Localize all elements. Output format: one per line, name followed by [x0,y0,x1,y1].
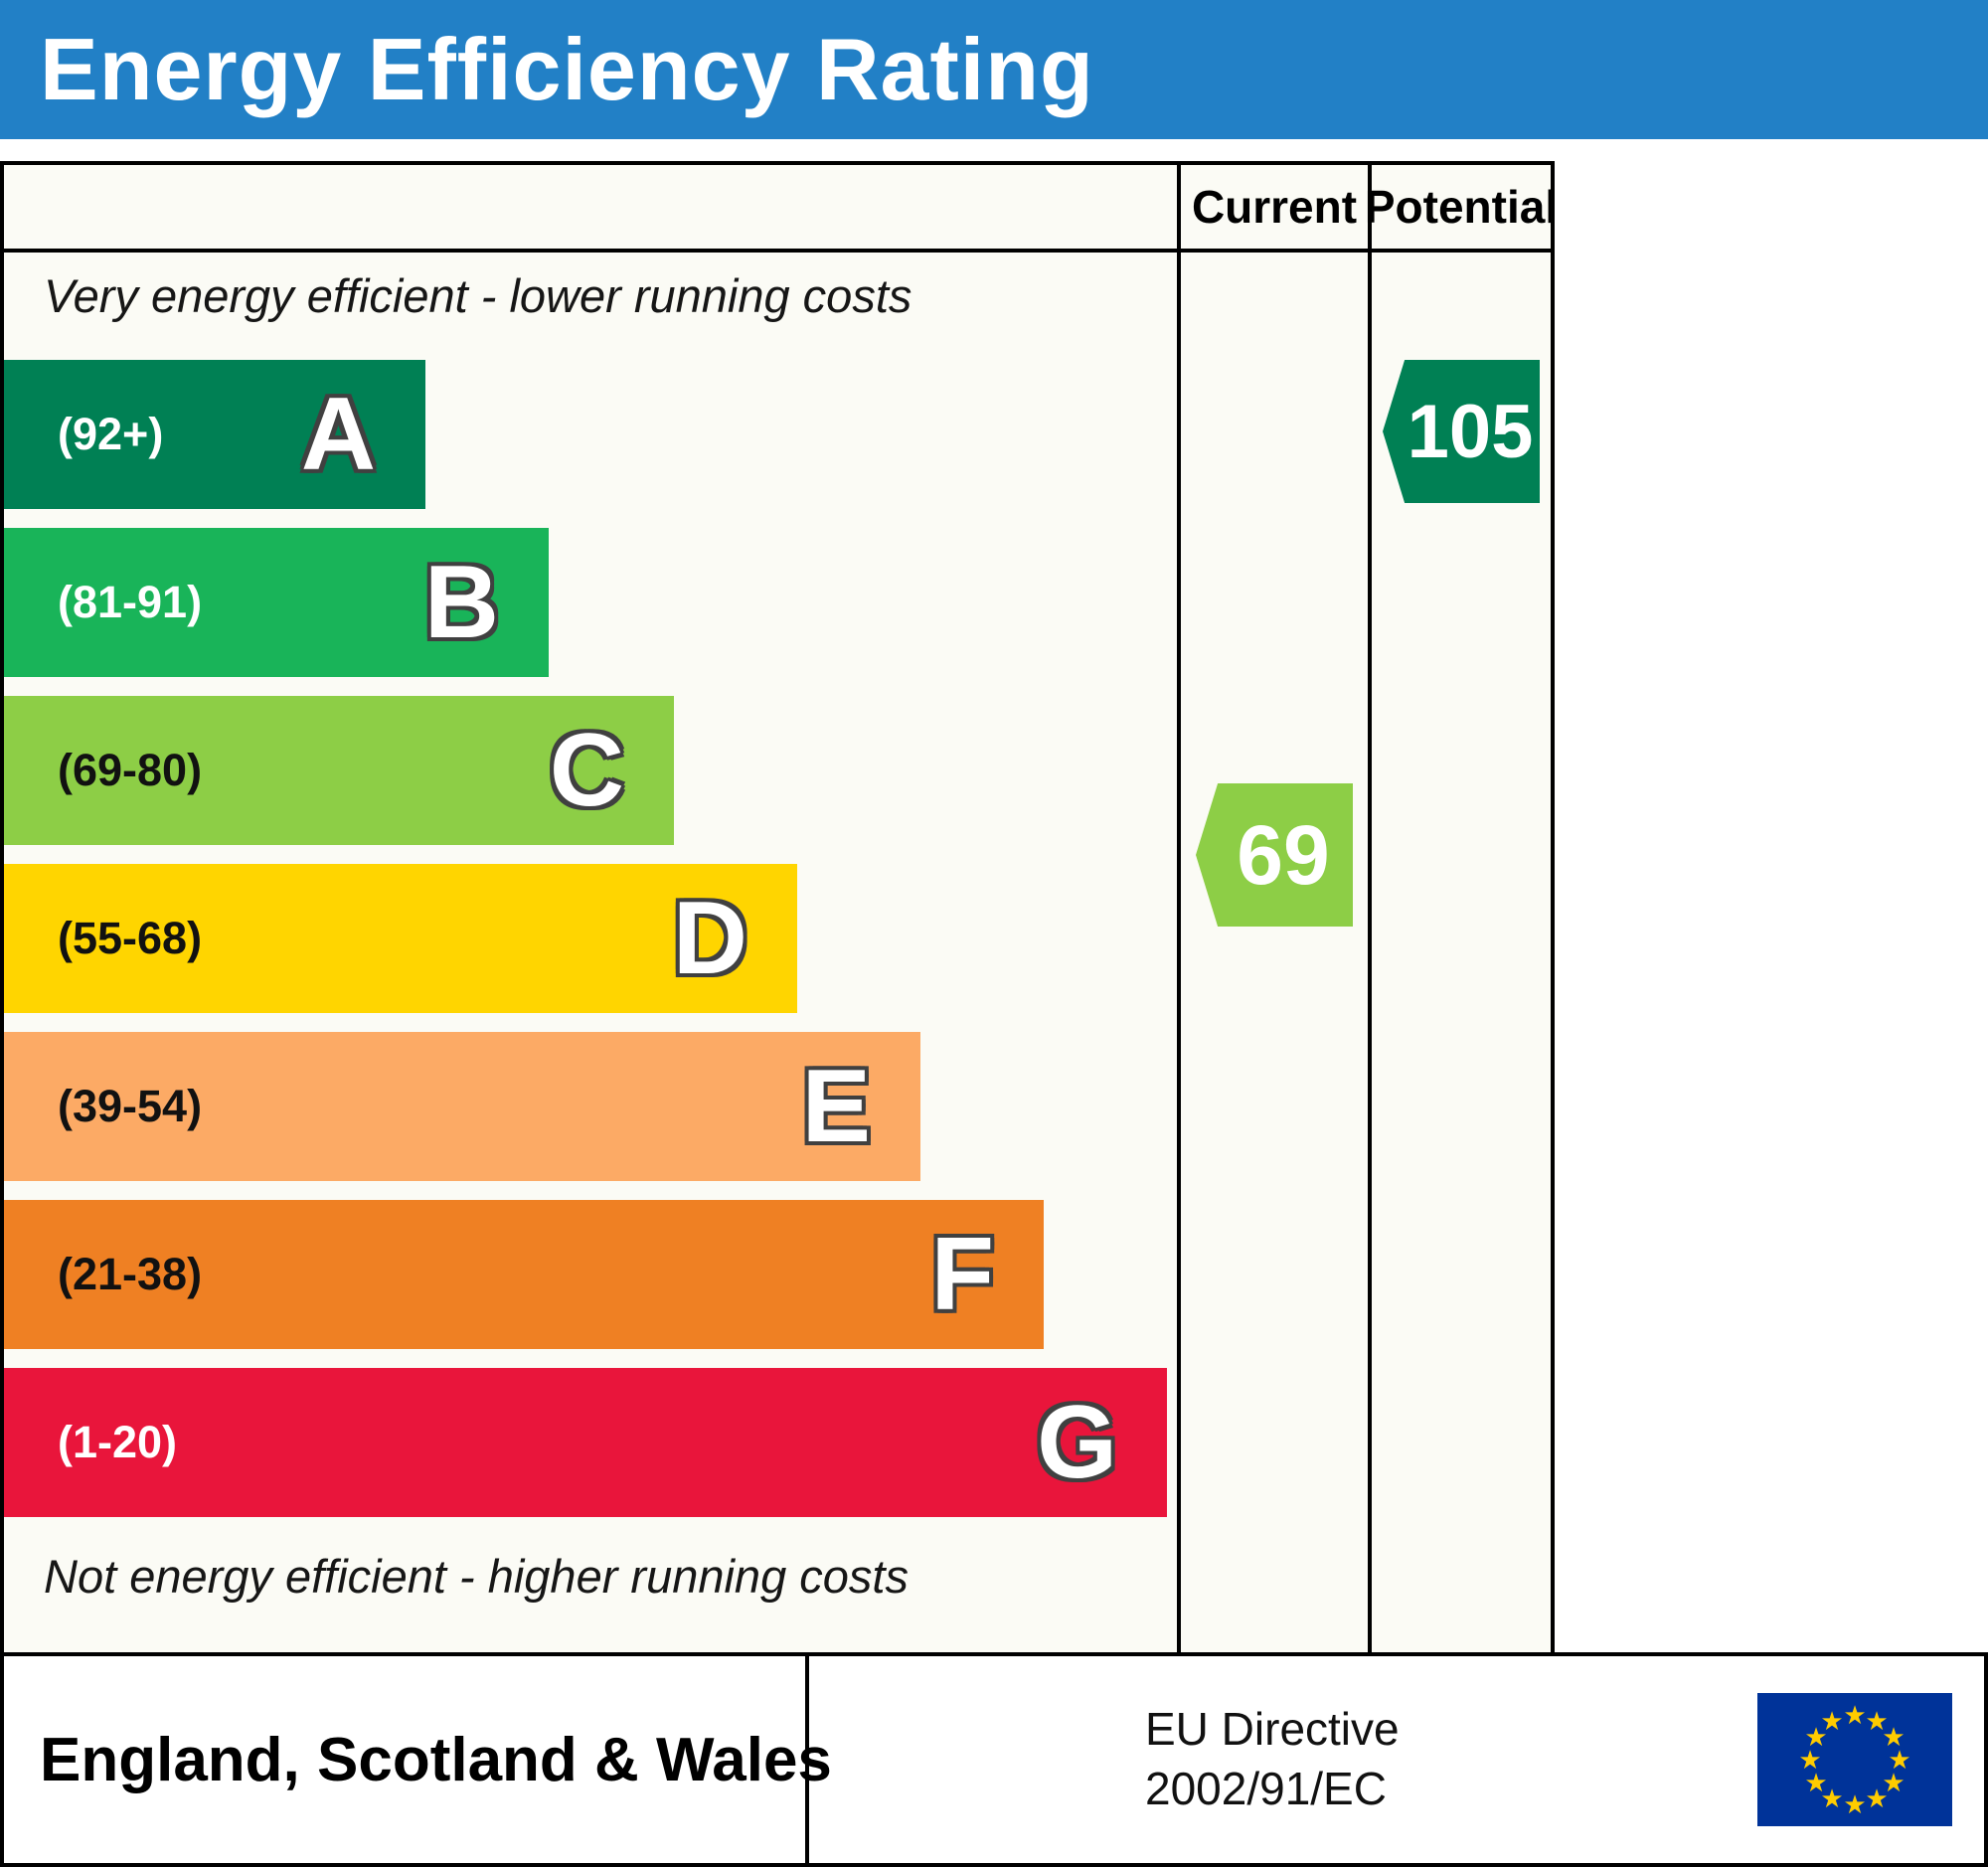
band-g: (1-20) G [4,1368,1167,1517]
banner: Energy Efficiency Rating [0,0,1988,139]
band-letter: G [1037,1385,1117,1500]
band-range-label: (81-91) [58,577,203,627]
caption-very-efficient: Very energy efficient - lower running co… [44,269,912,322]
potential-column-divider [1368,165,1372,1652]
band-d: (55-68) D [4,864,797,1013]
current-column-header: Current [1191,181,1358,233]
band-a: (92+) A [4,360,425,509]
star-icon: ★ [1804,1768,1828,1797]
star-icon: ★ [1882,1722,1905,1752]
band-letter: F [930,1217,994,1332]
band-letter: B [423,545,499,660]
footer-divider [805,1656,809,1863]
star-icon: ★ [1798,1745,1822,1775]
star-icon: ★ [1843,1700,1867,1730]
band-range-label: (55-68) [58,913,203,963]
band-range-label: (69-80) [58,745,203,795]
potential-rating-value: 105 [1407,389,1534,474]
band-c: (69-80) C [4,696,674,845]
rating-bands: (92+) A (81-91) B (69-80) C (55-68) D (3… [4,360,1167,1536]
eu-directive-label: EU Directive 2002/91/EC [1145,1700,1400,1819]
potential-column-header: Potential [1364,181,1559,233]
star-icon: ★ [1865,1706,1889,1736]
eu-flag-icon: ★ ★ ★ ★ ★ ★ ★ ★ ★ ★ ★ ★ [1757,1693,1952,1826]
band-letter: A [300,377,376,492]
eu-directive-line1: EU Directive [1145,1703,1400,1756]
star-icon: ★ [1820,1783,1844,1813]
region-label: England, Scotland & Wales [40,1725,832,1794]
star-icon: ★ [1820,1706,1844,1736]
caption-not-efficient: Not energy efficient - higher running co… [44,1550,909,1603]
page-title: Energy Efficiency Rating [40,20,1094,118]
star-icon: ★ [1882,1768,1905,1797]
band-b: (81-91) B [4,528,549,677]
band-letter: C [549,713,624,828]
band-range-label: (92+) [58,409,164,459]
band-range-label: (39-54) [58,1081,203,1131]
footer: England, Scotland & Wales EU Directive 2… [0,1652,1988,1867]
band-letter: E [801,1049,871,1164]
current-rating-arrow: 69 [1196,783,1353,927]
band-f: (21-38) F [4,1200,1044,1349]
current-rating-value: 69 [1237,807,1330,902]
current-column-divider [1177,165,1181,1652]
band-letter: D [672,881,747,996]
potential-rating-arrow: 105 [1383,360,1540,503]
eu-directive-line2: 2002/91/EC [1145,1763,1387,1814]
header-row-divider [4,249,1551,253]
band-e: (39-54) E [4,1032,920,1181]
band-range-label: (21-38) [58,1249,203,1299]
star-icon: ★ [1888,1745,1911,1775]
band-range-label: (1-20) [58,1417,178,1467]
star-icon: ★ [1804,1722,1828,1752]
star-icon: ★ [1865,1783,1889,1813]
star-icon: ★ [1843,1789,1867,1819]
